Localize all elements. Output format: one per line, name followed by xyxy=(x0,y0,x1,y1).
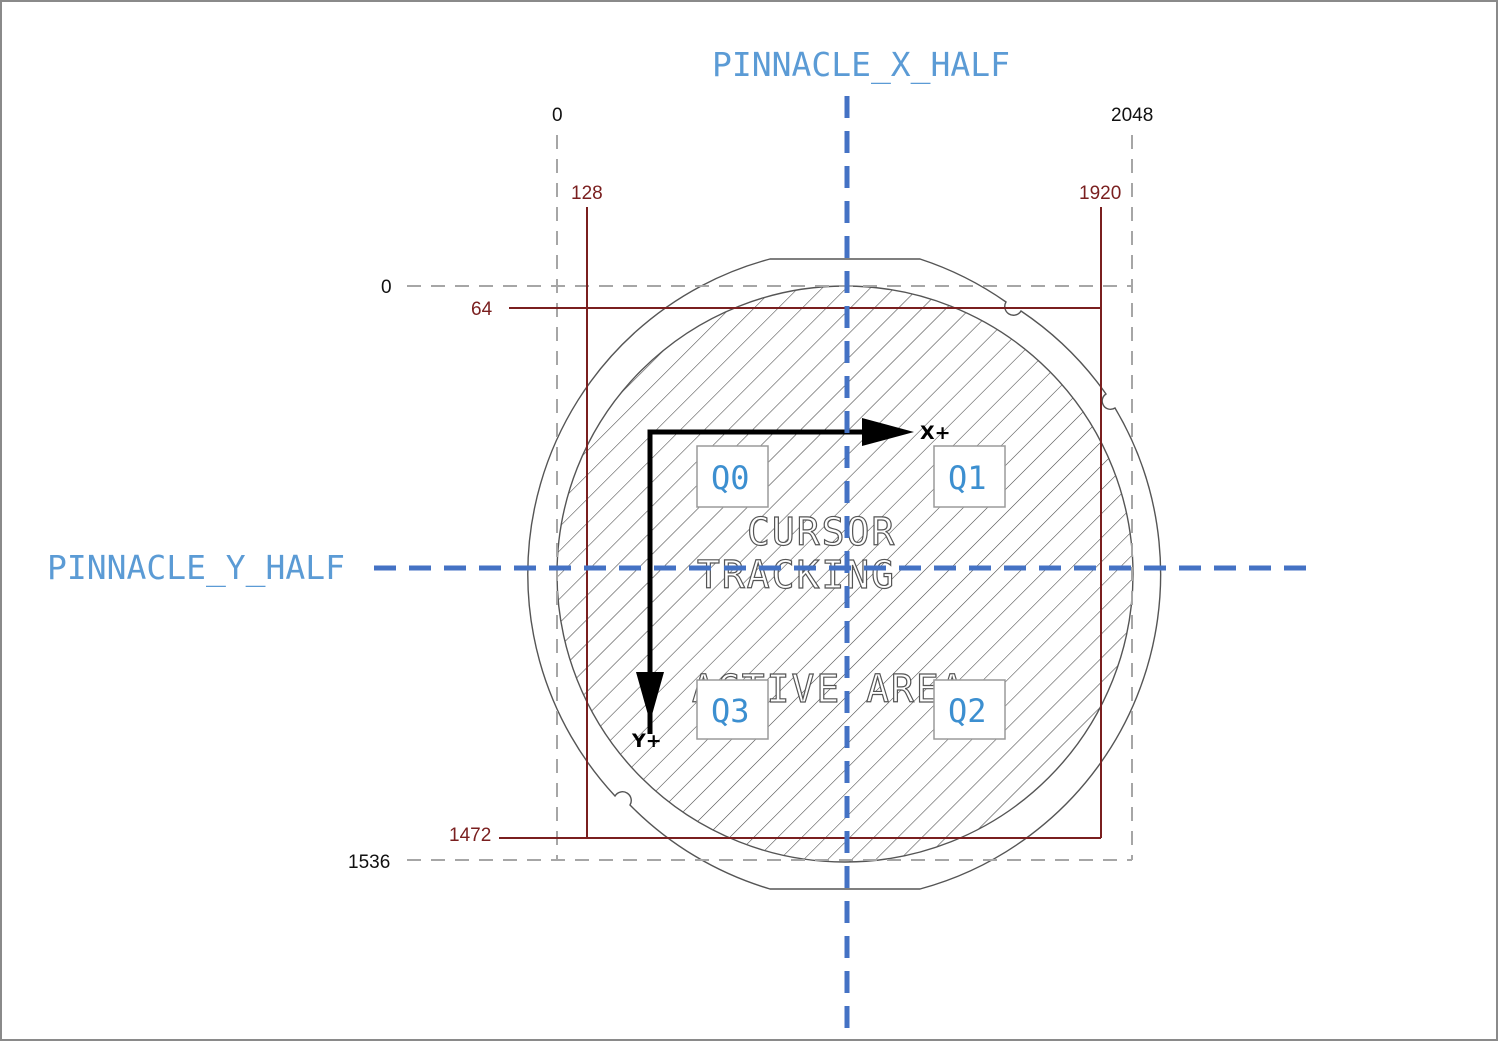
x-plus-label: X+ xyxy=(920,422,951,444)
quadrant-q0: Q0 xyxy=(696,445,769,508)
quadrant-q3-label: Q3 xyxy=(711,692,750,730)
x-active-max-label: 1920 xyxy=(1079,183,1121,204)
x-half-title: PINNACLE_X_HALF xyxy=(712,45,1010,85)
quadrant-q2: Q2 xyxy=(933,679,1006,740)
quadrant-q1-label: Q1 xyxy=(948,459,987,497)
outer-bounds xyxy=(407,135,1133,861)
sensor-outline xyxy=(527,258,1162,890)
quadrant-q1: Q1 xyxy=(933,445,1006,508)
quadrant-q2-label: Q2 xyxy=(948,692,987,730)
x-active-min-label: 128 xyxy=(571,183,603,204)
direction-arrows xyxy=(636,418,914,734)
y-active-min-label: 64 xyxy=(471,299,493,320)
quadrant-q0-label: Q0 xyxy=(711,459,750,497)
y-max-label: 1536 xyxy=(348,852,390,873)
active-bounds xyxy=(499,207,1102,839)
y-half-title: PINNACLE_Y_HALF xyxy=(47,548,345,588)
x-max-label: 2048 xyxy=(1111,105,1153,126)
y-plus-label: Y+ xyxy=(631,730,662,752)
active-area-line1: CURSOR xyxy=(747,510,896,554)
quadrant-q3: Q3 xyxy=(696,679,769,740)
y-min-label: 0 xyxy=(381,277,392,298)
x-min-label: 0 xyxy=(552,105,563,126)
active-area-line2: TRACKING xyxy=(697,553,896,597)
y-active-max-label: 1472 xyxy=(449,825,491,846)
